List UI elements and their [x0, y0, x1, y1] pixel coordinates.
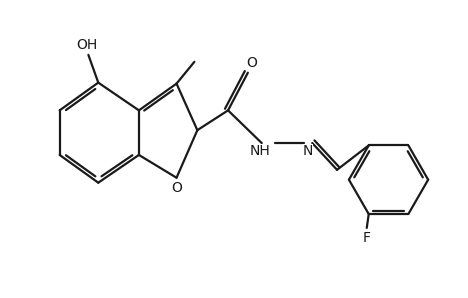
Text: OH: OH [76, 38, 97, 52]
Text: NH: NH [249, 144, 270, 158]
Text: F: F [363, 231, 371, 245]
Text: N: N [303, 144, 314, 158]
Text: O: O [246, 56, 257, 70]
Text: O: O [171, 181, 182, 195]
